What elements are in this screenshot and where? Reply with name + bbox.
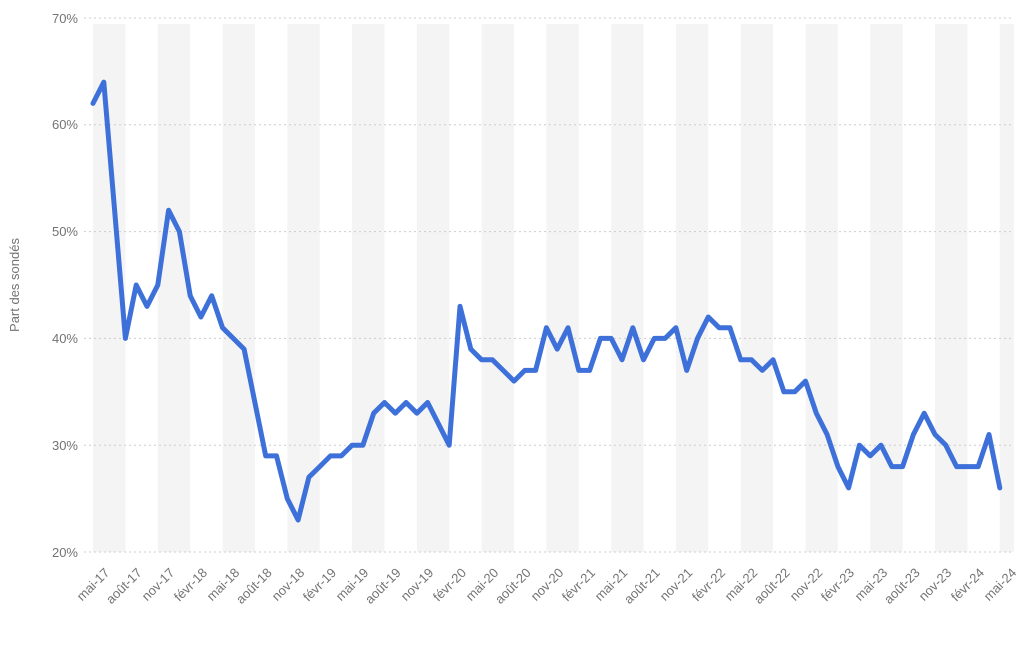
data-line [90, 79, 1003, 523]
quarter-stripe [935, 24, 968, 552]
quarter-stripe [157, 24, 191, 552]
quarter-stripe [287, 24, 320, 552]
y-tick-label: 50% [51, 224, 78, 240]
y-tick-label: 40% [51, 330, 78, 346]
y-tick-label: 30% [51, 437, 78, 453]
quarter-stripe [611, 24, 644, 552]
quarter-stripe [546, 24, 579, 552]
quarter-stripe [481, 24, 515, 552]
quarter-stripe [416, 24, 450, 552]
quarter-stripe [805, 24, 838, 552]
quarter-stripe [352, 24, 385, 552]
quarter-stripe [999, 24, 1014, 552]
quarter-stripe [675, 24, 709, 552]
quarter-stripe [740, 24, 774, 552]
y-tick-label: 70% [51, 10, 78, 26]
quarter-stripe [870, 24, 903, 552]
y-tick-label: 20% [51, 544, 78, 560]
y-tick-label: 60% [51, 117, 78, 133]
y-axis-title: Part des sondés [7, 238, 22, 332]
quarter-stripe [222, 24, 255, 552]
